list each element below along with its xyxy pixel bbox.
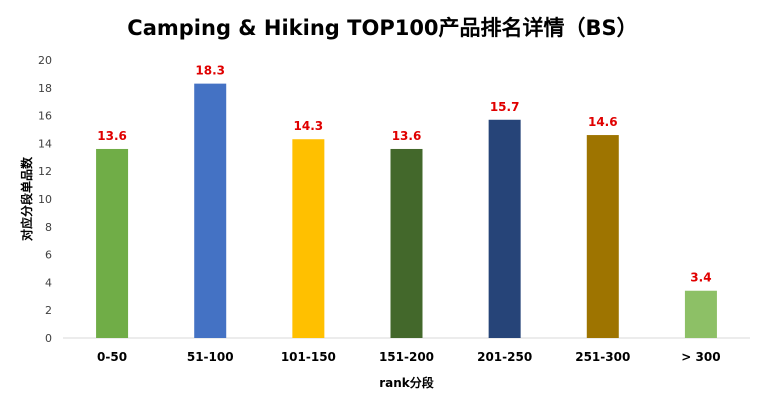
x-axis-ticks: 0-50 51-100 101-150 151-200 201-250 251-300 > …	[97, 350, 721, 364]
bars	[96, 83, 717, 339]
data-label: 15.7	[490, 100, 520, 114]
bar	[390, 148, 423, 338]
y-tick-label: 10	[38, 193, 52, 206]
y-tick-label: 18	[38, 82, 52, 95]
x-axis-title: rank分段	[379, 375, 435, 390]
bar	[488, 119, 521, 339]
bar	[194, 83, 227, 338]
x-tick-label: 101-150	[281, 350, 336, 364]
data-labels: 13.6 18.3 14.3 13.6 15.7 14.6 3.4	[97, 64, 711, 285]
data-label: 14.3	[294, 119, 324, 133]
y-tick-label: 2	[45, 304, 52, 317]
x-tick-label: > 300	[681, 350, 720, 364]
x-tick-label: 251-300	[575, 350, 630, 364]
data-label: 18.3	[195, 64, 225, 78]
y-tick-label: 20	[38, 54, 52, 67]
y-tick-label: 6	[45, 249, 52, 262]
y-tick-label: 8	[45, 221, 52, 234]
y-tick-label: 4	[45, 276, 52, 289]
data-label: 3.4	[690, 271, 711, 285]
bar	[684, 290, 717, 338]
y-tick-label: 14	[38, 137, 52, 150]
bar	[292, 139, 325, 338]
y-axis-title: 对应分段单品数	[19, 156, 34, 241]
data-label: 13.6	[392, 129, 422, 143]
x-tick-label: 51-100	[187, 350, 234, 364]
chart-title: Camping & Hiking TOP100产品排名详情（BS）	[127, 16, 638, 40]
bar	[586, 135, 619, 338]
data-label: 14.6	[588, 115, 618, 129]
x-tick-label: 0-50	[97, 350, 127, 364]
y-axis-ticks: 0 2 4 6 8 10 12 14 16 18 20	[38, 54, 52, 345]
y-tick-label: 0	[45, 332, 52, 345]
y-tick-label: 16	[38, 110, 52, 123]
bar	[96, 148, 129, 338]
x-tick-label: 151-200	[379, 350, 434, 364]
x-tick-label: 201-250	[477, 350, 532, 364]
y-tick-label: 12	[38, 165, 52, 178]
data-label: 13.6	[97, 129, 127, 143]
